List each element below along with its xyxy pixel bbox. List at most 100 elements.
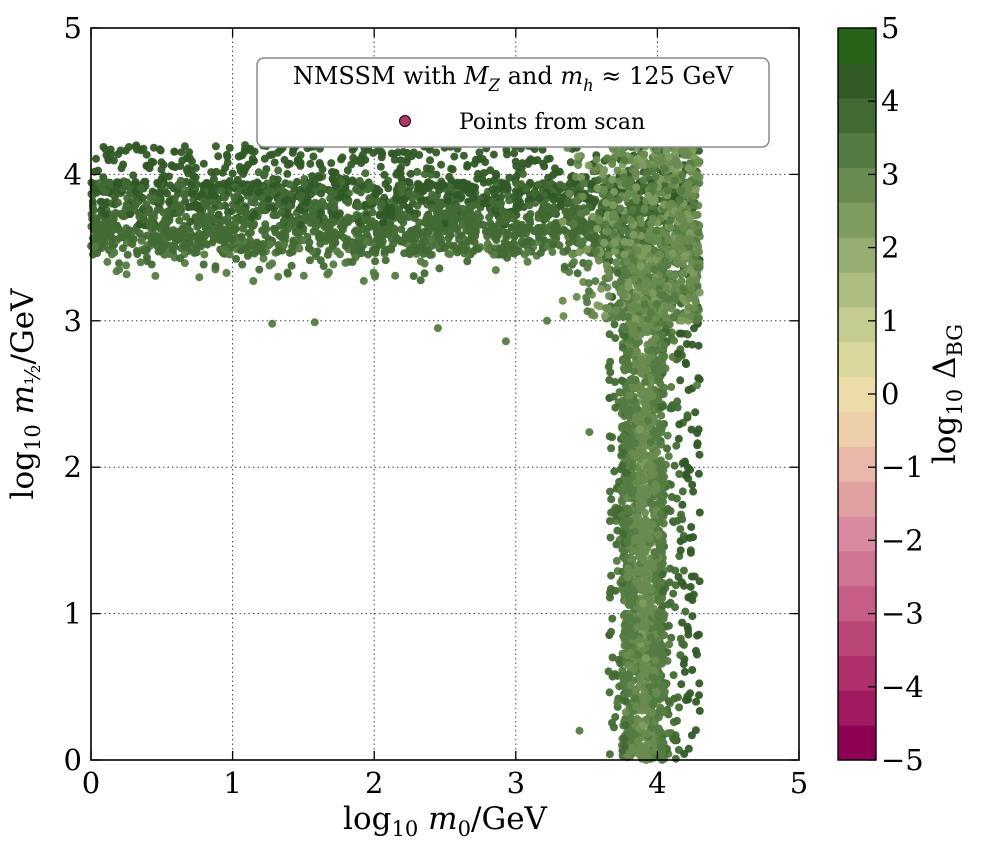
scatter-point — [505, 196, 514, 205]
scatter-point — [534, 180, 543, 189]
scatter-point — [349, 153, 358, 162]
scatter-point — [543, 155, 552, 164]
scatter-point — [274, 272, 283, 281]
scatter-point — [221, 164, 230, 172]
scatter-point — [682, 470, 691, 479]
scatter-point — [185, 233, 194, 241]
scatter-point — [566, 179, 574, 188]
scatter-point — [428, 190, 437, 199]
scatter-point — [262, 225, 271, 233]
scatter-point — [618, 343, 627, 352]
scatter-point — [670, 336, 679, 345]
scatter-point — [199, 260, 208, 269]
scatter-point — [642, 357, 650, 366]
scatter-point — [682, 340, 691, 348]
scatter-point — [200, 250, 209, 259]
scatter-point — [613, 526, 622, 535]
scatter-point — [380, 170, 389, 179]
scatter-point — [238, 180, 247, 188]
scatter-point — [397, 225, 406, 234]
scatter-point — [327, 159, 336, 168]
scatter-point — [285, 159, 294, 168]
scatter-point — [677, 680, 686, 689]
scatter-point — [641, 622, 650, 631]
scatter-point — [626, 336, 635, 345]
scatter-point — [486, 219, 495, 228]
scatter-point — [250, 210, 259, 219]
scatter-point — [443, 196, 452, 205]
scatter-point — [137, 184, 146, 193]
scatter-point — [608, 672, 617, 681]
scatter-point — [337, 177, 346, 186]
scatter-point — [668, 401, 677, 410]
scatter-point — [438, 179, 447, 188]
scatter-point — [513, 228, 522, 237]
scatter-point — [237, 232, 246, 241]
scatter-point — [629, 632, 638, 641]
scatter-point — [671, 581, 680, 590]
scatter-point — [694, 630, 703, 639]
scatter-point — [146, 193, 154, 202]
scatter-point — [621, 708, 630, 717]
scatter-point — [191, 163, 200, 172]
scatter-point — [643, 340, 652, 349]
scatter-point — [611, 334, 620, 343]
scatter-point — [426, 165, 435, 173]
scatter-point — [329, 168, 338, 177]
scatter-point — [627, 555, 636, 564]
scatter-point — [151, 271, 160, 280]
scatter-point — [293, 177, 301, 186]
scatter-point — [387, 245, 396, 254]
scatter-point — [612, 222, 621, 231]
scatter-point — [416, 276, 425, 285]
scatter-point — [274, 166, 283, 175]
scatter-point — [311, 223, 320, 232]
scatter-point — [613, 268, 622, 277]
scatter-point — [175, 209, 184, 217]
scatter-point — [518, 239, 527, 248]
scatter-point — [186, 154, 194, 163]
scatter-point — [657, 578, 666, 587]
scatter-point — [628, 205, 637, 214]
scatter-point — [446, 228, 455, 237]
scatter-point — [427, 235, 436, 244]
scatter-point — [118, 244, 127, 253]
scatter-point — [620, 214, 629, 223]
scatter-point — [556, 201, 565, 210]
scatter-point — [686, 582, 695, 591]
scatter-point — [638, 599, 647, 608]
scatter-point — [435, 264, 444, 273]
scatter-point — [399, 147, 408, 156]
scatter-point — [491, 266, 500, 275]
scatter-point — [501, 210, 509, 219]
scatter-point — [260, 154, 269, 163]
scatter-point — [247, 146, 256, 155]
scatter-point — [357, 154, 366, 163]
scatter-point — [177, 148, 186, 157]
scatter-point — [453, 225, 462, 234]
scatter-point — [664, 729, 673, 738]
scatter-point — [150, 210, 158, 219]
scatter-point — [639, 520, 648, 529]
scatter-point — [444, 241, 453, 249]
scatter-point — [112, 267, 121, 276]
scatter-point — [232, 254, 241, 263]
scatter-point — [297, 191, 305, 200]
scatter-point — [590, 238, 599, 247]
scatter-point — [137, 236, 146, 245]
scatter-point — [514, 204, 523, 213]
scatter-point — [145, 218, 154, 227]
scatter-point — [572, 292, 581, 301]
scatter-point — [289, 236, 298, 245]
scatter-point — [631, 694, 640, 703]
scatter-point — [160, 228, 169, 237]
scatter-point — [224, 214, 232, 222]
scatter-point — [624, 361, 633, 370]
scatter-point — [260, 169, 269, 178]
scatter-point — [635, 491, 644, 500]
scatter-point — [225, 143, 234, 152]
scatter-point — [237, 245, 246, 254]
scatter-point — [124, 203, 133, 212]
scatter-point — [445, 172, 454, 181]
